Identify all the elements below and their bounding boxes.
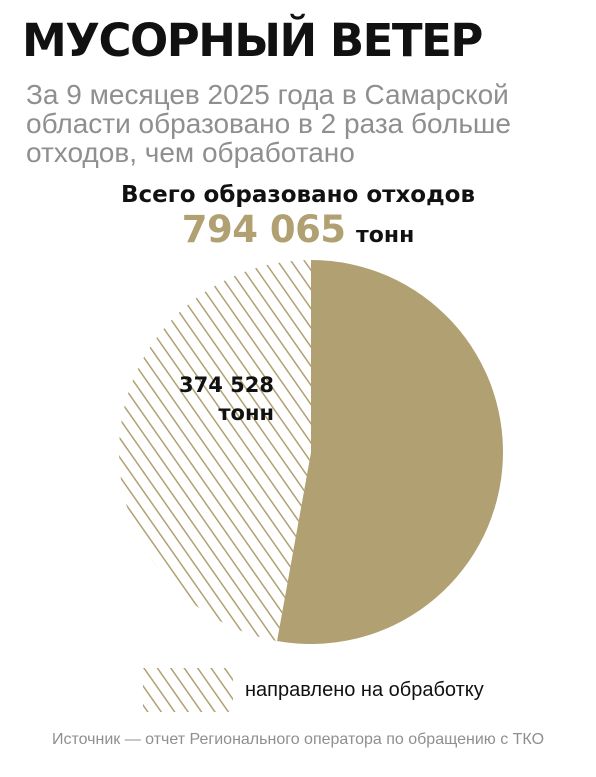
pie-slice-processed	[119, 260, 311, 641]
slice-label-value: 374 528	[179, 373, 274, 397]
legend: направлено на обработку	[143, 668, 484, 712]
total-unit: тонн	[356, 223, 415, 248]
slice-label-unit: тонн	[218, 401, 274, 425]
legend-label: направлено на обработку	[245, 678, 484, 701]
page-subtitle: За 9 месяцев 2025 года в Самарской облас…	[26, 79, 511, 168]
total-label: Всего образовано отходов	[120, 182, 476, 208]
legend-swatch-hatched	[143, 668, 233, 712]
source-note: Источник — отчет Регионального оператора…	[51, 731, 545, 748]
pie-slice-remaining	[276, 260, 504, 644]
total-value: 794 065	[181, 208, 346, 251]
total-row: 794 065 тонн	[0, 208, 596, 251]
page-title: МУСОРНЫЙ ВЕТЕР	[22, 14, 483, 67]
